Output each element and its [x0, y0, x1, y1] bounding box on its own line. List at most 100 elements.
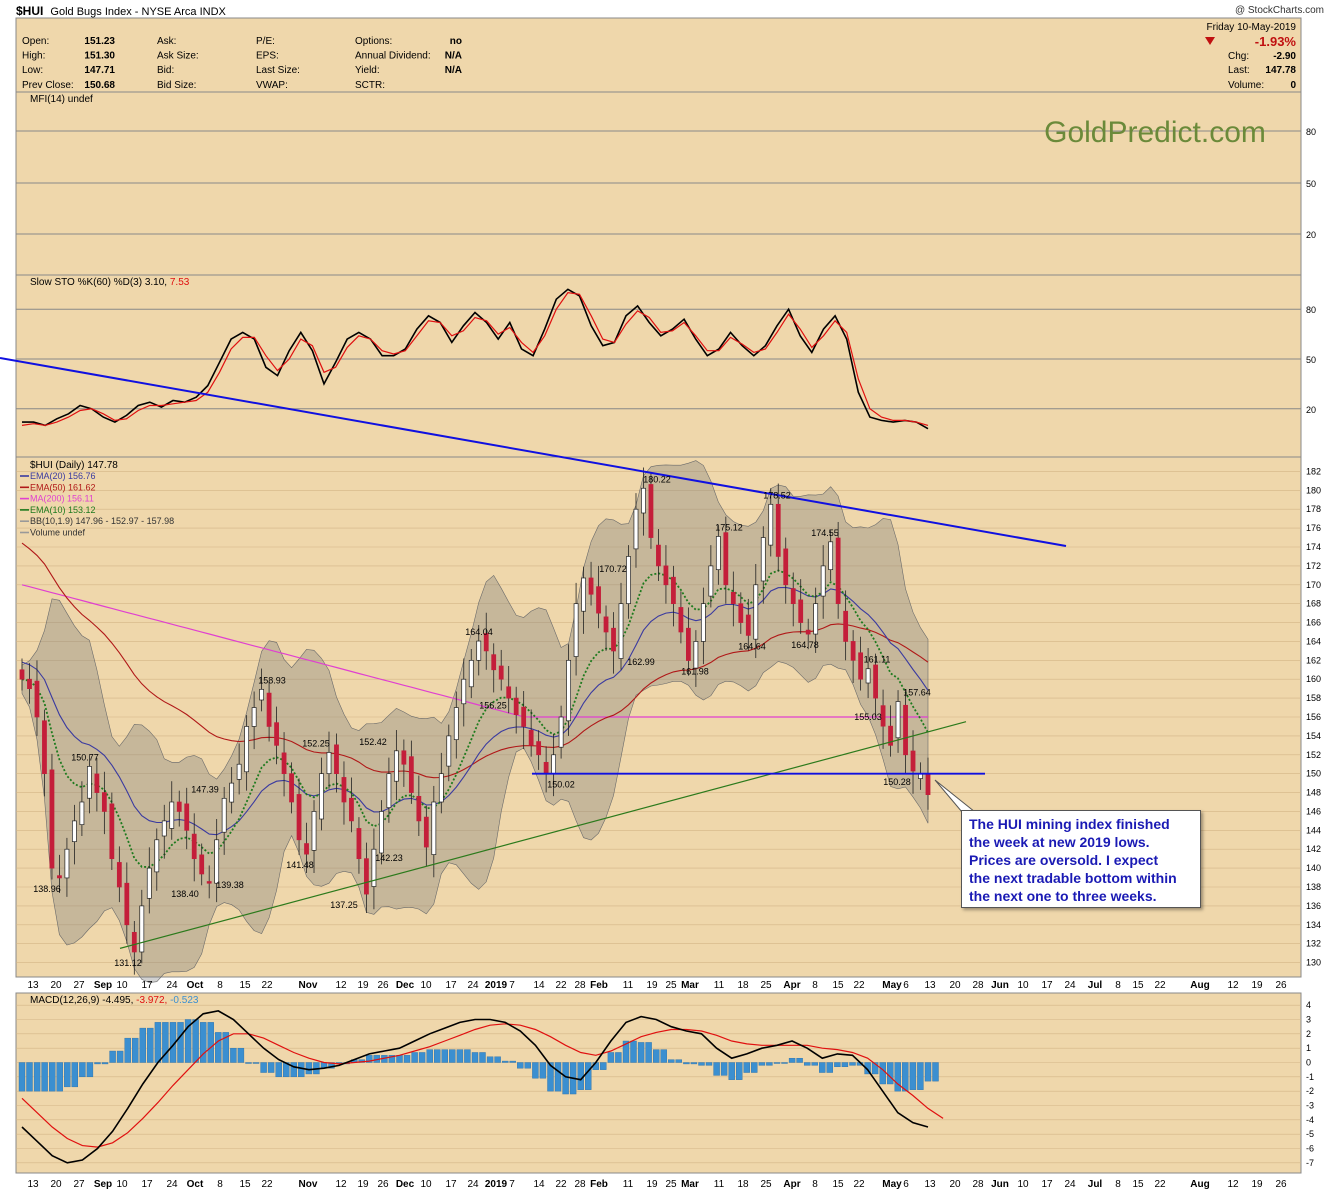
candle [169, 801, 175, 829]
price-tick-label: 154 [1306, 731, 1321, 741]
date-tick-label: 12 [335, 1179, 347, 1190]
quote-key: Low: [22, 65, 43, 76]
macd-hist-bar [630, 1040, 637, 1063]
date-tick-label: 22 [853, 980, 865, 991]
date-tick-label: Oct [187, 1179, 204, 1190]
price-value-label: 157.64 [903, 688, 931, 698]
candle [491, 654, 497, 671]
candle [379, 811, 384, 854]
candle [86, 766, 92, 799]
macd-hist-bar [184, 1019, 192, 1063]
candle [431, 801, 437, 855]
date-tick-label: Jul [1088, 980, 1103, 991]
candle [873, 664, 878, 699]
macd-hist-bar [660, 1049, 667, 1063]
candle [221, 797, 227, 833]
macd-hist-bar [653, 1049, 660, 1063]
date-tick-label: 13 [924, 1179, 936, 1190]
candle [686, 627, 691, 661]
date-tick-label: 19 [1251, 1179, 1263, 1190]
date-tick-label: May [882, 1179, 902, 1190]
date-tick-label: 18 [737, 980, 749, 991]
price-value-label: 178.52 [763, 490, 791, 500]
macd-hist-bar [683, 1062, 690, 1065]
date-tick-label: Dec [396, 980, 415, 991]
price-value-label: 138.96 [33, 884, 61, 894]
macd-tick-label: -2 [1306, 1086, 1314, 1096]
macd-hist-bar [86, 1062, 94, 1078]
candle [813, 603, 819, 635]
date-tick-label: 28 [972, 1179, 984, 1190]
mfi-legend: MFI(14) undef [30, 94, 93, 105]
candle [611, 627, 616, 652]
price-tick-label: 158 [1306, 693, 1321, 703]
annotation-box: The HUI mining index finished the week a… [961, 810, 1201, 908]
candle [506, 686, 512, 699]
candle [888, 725, 893, 746]
watermark: GoldPredict.com [1044, 116, 1266, 149]
macd-hist-bar [275, 1062, 282, 1078]
annotation-line: the next one to three weeks. [969, 888, 1157, 904]
candle [296, 794, 302, 841]
price-value-label: 161.98 [681, 667, 709, 677]
macd-hist-bar [124, 1037, 131, 1063]
candle [573, 603, 579, 657]
down-arrow-icon [1205, 37, 1215, 45]
quote-value: 147.71 [84, 65, 115, 76]
date-tick-label: 10 [116, 980, 128, 991]
candle [334, 744, 339, 775]
macd-hist-bar [396, 1055, 403, 1063]
date-tick-label: 26 [377, 980, 389, 991]
date-tick-label: Aug [1190, 980, 1209, 991]
date-tick-label: 15 [1132, 1179, 1144, 1190]
candle [498, 665, 504, 680]
macd-hist-bar [154, 1022, 162, 1063]
date-tick-label: 24 [1064, 1179, 1076, 1190]
candle [72, 820, 77, 843]
date-tick-label: 25 [665, 1179, 677, 1190]
legend-label: EMA(20) 156.76 [30, 471, 96, 481]
candle [393, 750, 399, 782]
candle [244, 726, 250, 773]
date-tick-label: 20 [50, 1179, 62, 1190]
candle [790, 588, 796, 605]
date-tick-label: 7 [509, 980, 515, 991]
macd-hist-bar [675, 1059, 682, 1063]
candle [566, 659, 571, 722]
candle [596, 586, 601, 614]
macd-hist-bar [245, 1062, 252, 1064]
macd-hist-bar [607, 1052, 615, 1063]
candle [925, 773, 931, 795]
date-tick-label: 11 [623, 980, 634, 991]
macd-hist-bar [222, 1032, 230, 1063]
candle [199, 854, 205, 875]
macd-hist-bar [509, 1060, 516, 1063]
candle [326, 752, 332, 775]
date-tick-label: 15 [832, 1179, 844, 1190]
candle [880, 705, 886, 727]
price-value-label: 142.23 [375, 853, 403, 863]
macd-hist-bar [622, 1040, 630, 1063]
quote-key: Ask Size: [157, 51, 199, 62]
quote-value: no [450, 36, 462, 47]
price-tick-label: 142 [1306, 844, 1321, 854]
date-tick-label: 24 [166, 1179, 178, 1190]
date-tick-label: Sep [94, 980, 112, 991]
date-tick-label: 15 [832, 980, 844, 991]
macd-hist-bar [71, 1062, 79, 1088]
price-tick-label: 150 [1306, 769, 1321, 779]
date-tick-label: May [882, 980, 902, 991]
candle [453, 707, 459, 741]
date-tick-label: 24 [166, 980, 178, 991]
price-tick-label: 174 [1306, 542, 1321, 552]
symbol-label: $HUI [16, 4, 44, 18]
candle [281, 752, 287, 775]
sto-panel [15, 274, 1302, 458]
quote-key: SCTR: [355, 80, 385, 91]
candle [49, 769, 55, 869]
date-tick-label: Mar [681, 1179, 699, 1190]
candle [760, 537, 766, 582]
candle [536, 741, 542, 756]
candle [266, 692, 272, 727]
macd-hist-bar [388, 1055, 396, 1063]
